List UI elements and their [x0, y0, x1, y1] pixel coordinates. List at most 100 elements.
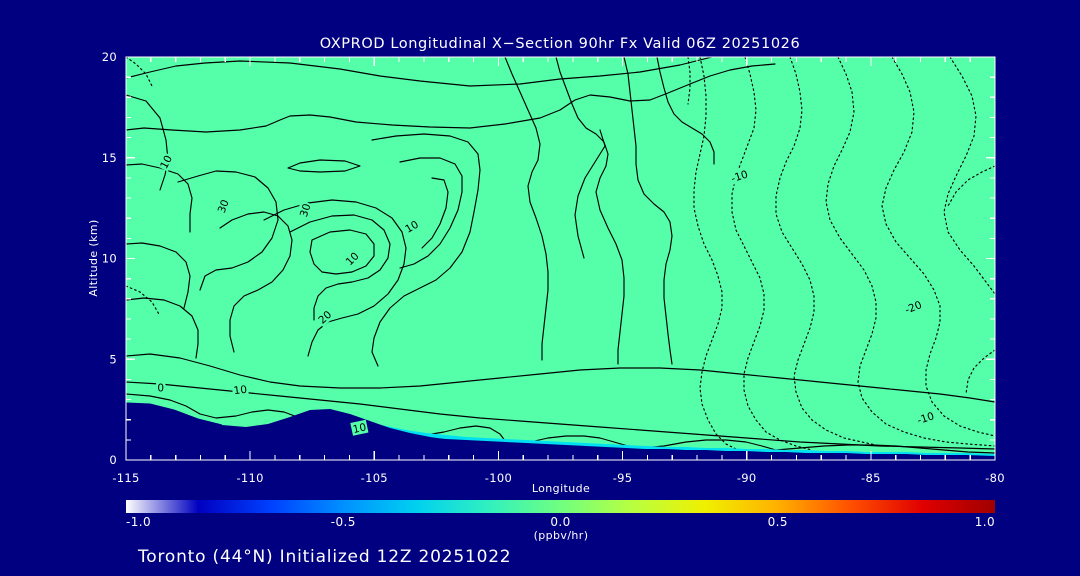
contour-solid [126, 57, 713, 87]
contour-label: -10 [912, 408, 939, 428]
contour-solid [126, 163, 193, 233]
x-axis-label: Longitude [532, 482, 590, 495]
contour-solid [399, 157, 463, 269]
contour-label-backing [726, 166, 752, 186]
contour-solid [371, 133, 481, 367]
contour-label-text: -10 [916, 410, 936, 427]
contour-label-backing [156, 151, 176, 172]
contour-label: 0 [156, 380, 166, 394]
y-tick-label: 10 [102, 252, 117, 266]
terrain-surface-line [126, 402, 223, 426]
contour-dashed [881, 57, 995, 437]
contour-label-text: 30 [216, 198, 232, 215]
contour-dashed [825, 57, 995, 447]
contour-dashed [693, 57, 739, 451]
x-axis-tick-labels: -115 -110 -105 -100 -95 -90 -85 -80 [112, 471, 1005, 485]
x-tick-label: -115 [112, 471, 139, 485]
figure-title: OXPROD Longitudinal X−Section 90hr Fx Va… [320, 36, 801, 52]
contour-label-backing [350, 419, 369, 436]
y-tick-label: 5 [109, 352, 117, 366]
colorbar-tick-label: 0.0 [550, 515, 570, 529]
x-tick-label: -105 [361, 471, 388, 485]
contour-solid [287, 159, 361, 173]
contour-dashed [943, 57, 995, 295]
x-tick-label: -90 [737, 471, 757, 485]
contour-solid [421, 177, 449, 249]
contour-solid [574, 129, 606, 259]
contour-solid [555, 57, 609, 193]
contour-solid [126, 393, 301, 419]
colorbar-tick-label: -1.0 [126, 515, 151, 529]
y-axis-ticks [126, 56, 995, 461]
contour-label-backing [341, 248, 363, 269]
contour-label-text: -20 [903, 299, 923, 317]
footer-text: Toronto (44°N) Initialized 12Z 20251022 [137, 547, 511, 567]
contour-label-backing [314, 306, 335, 328]
contour-label: 10 [401, 216, 422, 236]
colorbar-tick-label: -0.5 [331, 515, 356, 529]
contour-dashed [965, 349, 995, 395]
colorbar-tick-labels: -1.0 -0.5 0.0 0.5 1.0 [126, 515, 995, 529]
contour-solid [775, 444, 995, 454]
contour-solid [623, 57, 673, 365]
contour-label: -10 [726, 166, 752, 186]
contour-label-text: 10 [158, 154, 175, 171]
contour-solid [289, 214, 391, 321]
x-axis-ticks [125, 57, 996, 460]
contour-label-text: 10 [233, 384, 248, 398]
x-tick-label: -85 [861, 471, 881, 485]
contour-solid [126, 63, 776, 133]
contour-solid [595, 191, 625, 365]
x-tick-label: -110 [236, 471, 263, 485]
x-tick-label: -95 [613, 471, 633, 485]
contour-solid [177, 170, 279, 291]
contour-label: 10 [350, 419, 369, 436]
colorbar-tick-label: 1.0 [975, 515, 995, 529]
contour-dashed [126, 57, 153, 87]
contour-label-text: 0 [157, 382, 164, 394]
colorbar-tick-label: 0.5 [768, 515, 788, 529]
colorbar-units-label: (ppbv/hr) [534, 529, 589, 542]
contour-label-backing [156, 380, 166, 394]
contour-label: 10 [231, 382, 249, 398]
contour-label-text: 10 [352, 421, 368, 436]
colorbar[interactable]: -1.0 -0.5 0.0 0.5 1.0 (ppbv/hr) [126, 500, 995, 542]
contour-label-text: 30 [298, 202, 314, 218]
contour-dashed [687, 57, 691, 105]
contour-label-backing [900, 296, 926, 318]
y-tick-label: 15 [102, 151, 117, 165]
contour-label-backing [912, 408, 939, 428]
plot-field-fill [126, 57, 995, 460]
terrain-mask-west [126, 403, 510, 460]
contour-solid [656, 57, 715, 165]
contour-solid [126, 353, 995, 403]
contour-dashed [126, 285, 161, 317]
contour-solid [219, 211, 293, 353]
contour-label: 10 [156, 151, 176, 172]
colorbar-gradient[interactable] [126, 500, 995, 513]
contour-dashed [731, 57, 813, 451]
contour-label-backing [296, 200, 314, 220]
contour-group [126, 57, 995, 460]
x-tick-label: -100 [485, 471, 512, 485]
contour-solid [126, 242, 191, 309]
contour-solid [504, 57, 549, 361]
contour-dashed [775, 57, 881, 447]
contour-label-text: 10 [403, 219, 421, 236]
x-tick-label: -80 [985, 471, 1005, 485]
contour-solid [641, 439, 777, 451]
y-tick-label: 0 [109, 453, 117, 467]
contour-label-backing [214, 196, 232, 216]
y-axis-tick-labels: 0 5 10 15 20 [102, 50, 117, 467]
y-tick-label: 20 [102, 50, 117, 64]
y-axis-label: Altitude (km) [87, 219, 100, 296]
contour-label-backing [401, 216, 422, 236]
contour-label: 30 [296, 200, 314, 220]
contour-label: 30 [214, 196, 232, 216]
contour-solid [126, 94, 169, 191]
contour-dashed [947, 165, 995, 207]
